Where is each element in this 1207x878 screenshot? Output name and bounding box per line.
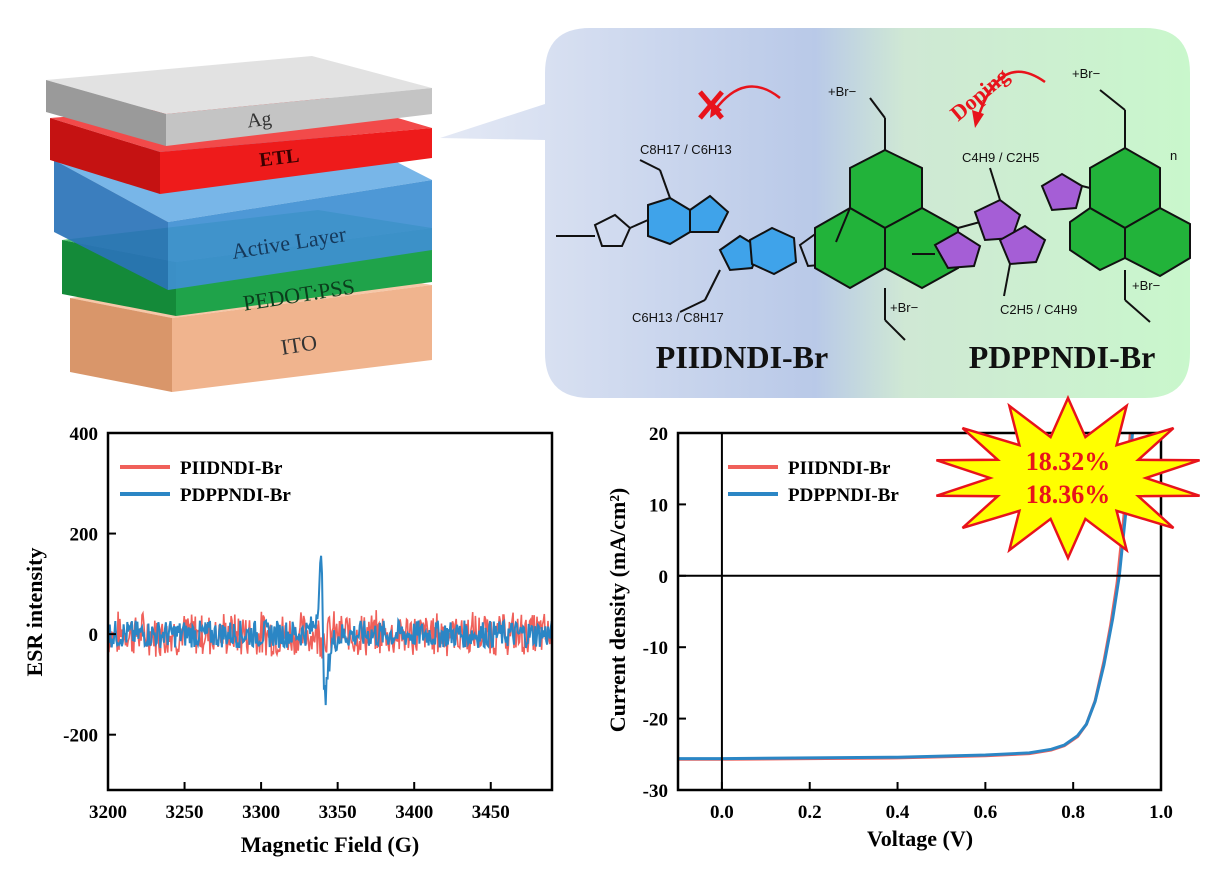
esr-frame [106, 431, 554, 792]
substituent-bottom-left: C6H13 / C8H17 [632, 310, 724, 325]
esr-legend: PIIDNDI-Br PDPPNDI-Br [120, 458, 291, 506]
layer-label-ag: Ag [246, 108, 273, 133]
esr-y-label: ESR intensity [22, 548, 47, 677]
esr-y-tick-label: 0 [89, 625, 99, 646]
esr-x-tick-label: 3300 [242, 802, 280, 823]
layer-label-etl: ETL [258, 145, 300, 172]
efficiency-value-1: 18.32% [1026, 447, 1111, 476]
device-stack: ITO PEDOT:PSS Active Layer ETL Ag [46, 56, 432, 392]
layer-label-ito: ITO [279, 329, 319, 359]
efficiency-value-2: 18.36% [1026, 480, 1111, 509]
molecule-pdppndi [912, 89, 1191, 323]
esr-chart: 3200 3250 3300 3350 3400 3450 400 200 0 -200 Magn… [22, 424, 554, 857]
counter-ion-bottom-right: +Br− [1132, 278, 1160, 293]
jv-series-pdppndi [678, 433, 1134, 761]
doping-arrow [972, 70, 1046, 128]
esr-legend-2: PDPPNDI-Br [180, 485, 291, 506]
molecule-name-right: PDPPNDI-Br [969, 339, 1156, 375]
counter-ion-top-right: +Br− [1072, 66, 1100, 81]
substituent-top-right: C4H9 / C2H5 [962, 150, 1039, 165]
molecule-name-left: PIIDNDI-Br [656, 339, 828, 375]
efficiency-burst-shape [936, 394, 1200, 562]
esr-x-tick-label: 3400 [395, 802, 433, 823]
esr-y-tick-label: 400 [70, 424, 99, 445]
jv-x-tick-label: 0.2 [798, 802, 822, 823]
esr-plot-area [108, 555, 552, 706]
no-doping-mark [698, 85, 781, 120]
jv-y-tick-label: 20 [649, 424, 668, 445]
jv-plot-area [678, 433, 1134, 761]
esr-x-tick-label: 3200 [89, 802, 127, 823]
jv-chart: 0.0 0.2 0.4 0.6 0.8 1.0 20 10 0 -10 -20 -30 Voltage… [605, 394, 1200, 851]
jv-axes: 0.0 0.2 0.4 0.6 0.8 1.0 20 10 0 -10 -20 -30 [643, 424, 1173, 823]
molecule-piidndi-labels: C8H17 / C6H13 C6H13 / C8H17 +Br− +Br− n [632, 84, 991, 325]
jv-frame [676, 431, 1163, 792]
esr-y-tick-label: -200 [63, 726, 98, 747]
esr-series-pdppndi [108, 555, 552, 706]
esr-x-label: Magnetic Field (G) [241, 832, 419, 857]
esr-x-tick-label: 3450 [472, 802, 510, 823]
esr-y-tick-label: 200 [70, 525, 99, 546]
molecule-bubble: C8H17 / C6H13 C6H13 / C8H17 +Br− +Br− n … [440, 28, 1191, 398]
jv-x-tick-label: 0.4 [886, 802, 910, 823]
esr-axes: 3200 3250 3300 3350 3400 3450 400 200 0 -200 [63, 424, 510, 823]
esr-x-tick-label: 3250 [166, 802, 204, 823]
jv-legend-2: PDPPNDI-Br [788, 485, 899, 506]
jv-x-tick-label: 1.0 [1149, 802, 1173, 823]
jv-y-tick-label: -10 [643, 638, 668, 659]
layer-ag: Ag [46, 56, 432, 146]
jv-y-label: Current density (mA/cm²) [605, 488, 630, 732]
esr-legend-1: PIIDNDI-Br [180, 458, 283, 479]
jv-y-tick-label: -20 [643, 710, 668, 731]
molecule-piidndi [556, 97, 981, 341]
jv-x-tick-label: 0.6 [973, 802, 997, 823]
jv-legend: PIIDNDI-Br PDPPNDI-Br [728, 458, 899, 506]
jv-y-tick-label: -30 [643, 781, 668, 802]
molecule-pdppndi-labels: C4H9 / C2H5 C2H5 / C4H9 +Br− +Br− n [962, 66, 1177, 317]
jv-x-tick-label: 0.0 [710, 802, 734, 823]
jv-y-tick-label: 10 [649, 495, 668, 516]
repeat-unit-right: n [1170, 148, 1177, 163]
jv-legend-1: PIIDNDI-Br [788, 458, 891, 479]
jv-y-tick-label: 0 [659, 567, 669, 588]
counter-ion-bottom-left: +Br− [890, 300, 918, 315]
substituent-bottom-right: C2H5 / C4H9 [1000, 302, 1077, 317]
jv-x-tick-label: 0.8 [1061, 802, 1085, 823]
esr-x-tick-label: 3350 [319, 802, 357, 823]
efficiency-burst: 18.32% 18.36% [936, 394, 1200, 562]
counter-ion-top-left: +Br− [828, 84, 856, 99]
substituent-top-left: C8H17 / C6H13 [640, 142, 732, 157]
jv-x-label: Voltage (V) [867, 826, 973, 851]
